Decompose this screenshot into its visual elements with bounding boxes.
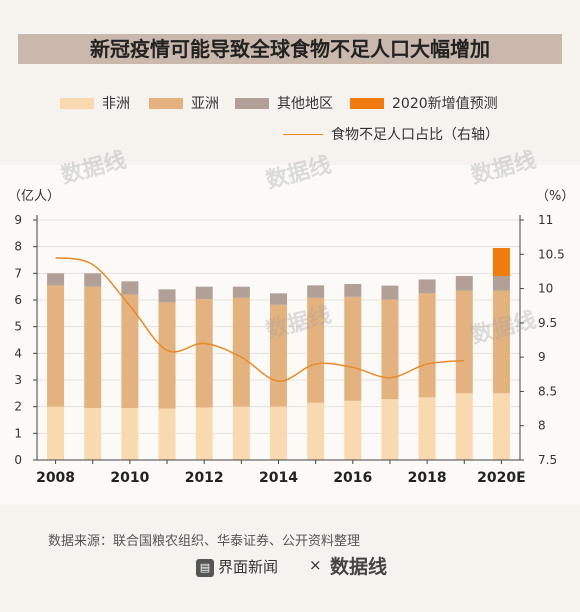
- left-tick-label: 0: [14, 453, 22, 467]
- legend-asia: 亚洲: [149, 93, 219, 113]
- bar-africa: [158, 408, 176, 460]
- bar-other: [307, 285, 325, 298]
- bar-africa: [492, 393, 510, 460]
- bar-africa: [270, 406, 287, 460]
- bar-africa: [195, 407, 213, 460]
- bar-other: [121, 281, 139, 295]
- left-tick-label: 1: [14, 426, 22, 440]
- bar-asia: [232, 297, 250, 407]
- bar-africa: [307, 402, 325, 460]
- brand-jiemian: ▤ 界面新闻: [196, 556, 278, 577]
- legend-label-africa: 非洲: [102, 96, 130, 112]
- bar-africa: [84, 408, 102, 460]
- bar-other: [158, 289, 176, 303]
- bar-africa: [47, 406, 65, 460]
- legend-label-other: 其他地区: [277, 96, 333, 112]
- bar-other: [455, 276, 473, 291]
- bar-asia: [158, 302, 176, 409]
- bar-other: [195, 286, 213, 300]
- x-tick-label: 2016: [333, 470, 372, 486]
- bar-other: [381, 285, 399, 300]
- legend-label-asia: 亚洲: [191, 96, 219, 112]
- bar-asia: [195, 299, 213, 408]
- x-tick-label: 2014: [259, 470, 298, 486]
- left-tick-label: 7: [14, 266, 22, 280]
- bar-other: [47, 273, 65, 286]
- bar-africa: [232, 406, 250, 460]
- bar-asia: [455, 290, 473, 394]
- bar-other: [84, 273, 102, 287]
- right-tick-label: 8: [538, 419, 546, 433]
- x-tick-label: 2012: [185, 470, 224, 486]
- bar-line-chart: （亿人） （%） 0 1 2 3 4 5 6 7 8 9 7.5 8 8.5 9 9.5 10 10.5 11 20…: [8, 189, 574, 486]
- legend-increase: 2020新增值预测: [350, 93, 498, 113]
- bar-asia: [84, 286, 102, 408]
- right-axis-unit: （%）: [536, 189, 574, 204]
- legend-label-ratio: 食物不足人口占比（右轴）: [331, 127, 499, 143]
- bar-other: [270, 293, 287, 305]
- bar-other: [232, 286, 250, 298]
- bar-asia: [418, 293, 436, 398]
- chart-title: 新冠疫情可能导致全球食物不足人口大幅增加: [90, 37, 490, 61]
- left-tick-label: 2: [14, 400, 22, 414]
- right-tick-label: 10: [538, 282, 553, 296]
- left-tick-label: 9: [14, 213, 22, 227]
- ratio-line: [55, 256, 465, 382]
- right-tick-label: 10.5: [538, 247, 565, 261]
- left-tick-label: 6: [14, 293, 22, 307]
- right-tick-label: 11: [538, 213, 553, 227]
- x-tick-label: 2018: [408, 470, 447, 486]
- bar-other: [344, 284, 362, 297]
- bar-africa: [121, 408, 139, 460]
- bar-africa: [381, 399, 399, 460]
- legend-other: 其他地区: [235, 93, 333, 113]
- x-tick-label: 2008: [36, 470, 75, 486]
- bar-other: [492, 276, 510, 291]
- legend-label-increase: 2020新增值预测: [392, 96, 498, 112]
- x-tick-label: 2020E: [477, 470, 526, 486]
- bar-asia: [307, 297, 325, 403]
- left-tick-label: 3: [14, 373, 22, 387]
- brand-datawise: 数据线: [330, 556, 388, 578]
- brand-separator: ×: [309, 556, 322, 574]
- left-tick-label: 4: [14, 346, 22, 360]
- legend-line-ratio: [283, 133, 323, 135]
- legend-swatch-africa: [60, 97, 94, 109]
- right-tick-label: 9.5: [538, 316, 557, 330]
- bar-africa: [344, 400, 362, 460]
- bar-asia: [381, 299, 399, 400]
- bar-asia: [47, 285, 65, 407]
- source-note: 数据来源：联合国粮农组织、华泰证券、公开资料整理: [48, 534, 361, 549]
- legend-swatch-asia: [149, 97, 183, 109]
- title-band: [18, 34, 562, 64]
- brand-logo-icon: ▤: [196, 558, 214, 577]
- legend-swatch-other: [235, 97, 269, 109]
- legend-africa: 非洲: [60, 93, 130, 113]
- legend-swatch-increase: [350, 97, 384, 109]
- bar-asia: [492, 290, 510, 394]
- x-tick-label: 2010: [110, 470, 149, 486]
- bar-asia: [344, 296, 362, 401]
- brand-left-label: 界面新闻: [218, 558, 279, 576]
- legend-ratio: 食物不足人口占比（右轴）: [283, 124, 499, 144]
- left-tick-label: 8: [14, 240, 22, 254]
- bar-asia: [121, 294, 139, 408]
- left-tick-label: 5: [14, 320, 22, 334]
- bar-africa: [455, 393, 473, 460]
- right-tick-label: 7.5: [538, 453, 557, 467]
- bar-africa: [418, 397, 436, 460]
- right-tick-label: 8.5: [538, 384, 557, 398]
- right-tick-label: 9: [538, 350, 546, 364]
- left-axis-unit: （亿人）: [8, 189, 60, 204]
- bar-other: [418, 279, 436, 294]
- bar-increase: [492, 248, 510, 276]
